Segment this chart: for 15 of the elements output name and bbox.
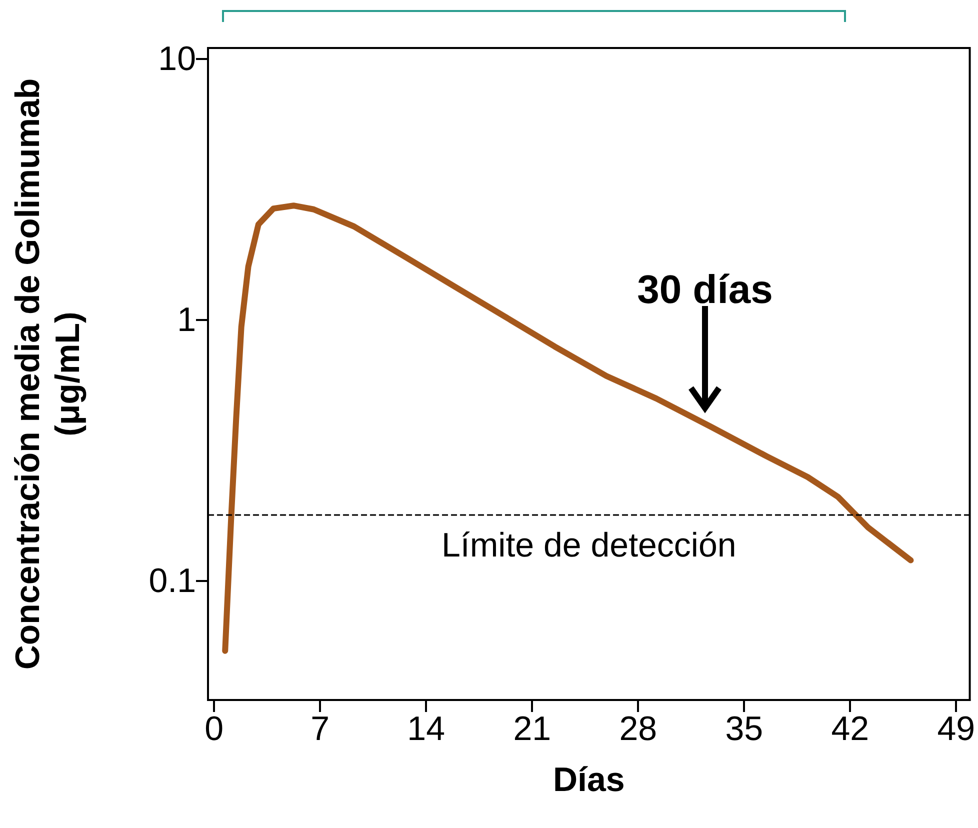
y-tick-label: 1 [177,300,196,339]
x-tick-label: 21 [513,710,552,748]
y-tick-label: 10 [158,40,196,78]
x-tick-label: 14 [407,710,445,748]
x-tick-label: 28 [619,710,658,748]
y-axis-title: Concentración media de Golimumab (μg/mL) [9,78,87,670]
x-tick-label: 35 [725,710,764,748]
ref-line-label: Límite de detección [441,526,736,564]
annotation: 30 días [637,268,773,312]
x-tick-label: 42 [831,710,870,748]
x-tick-label: 49 [937,710,976,748]
y-tick-label: 0.1 [148,562,196,600]
x-axis-title: Días [552,761,625,799]
x-tick-label: 7 [310,710,330,748]
x-tick-label: 0 [204,710,224,748]
